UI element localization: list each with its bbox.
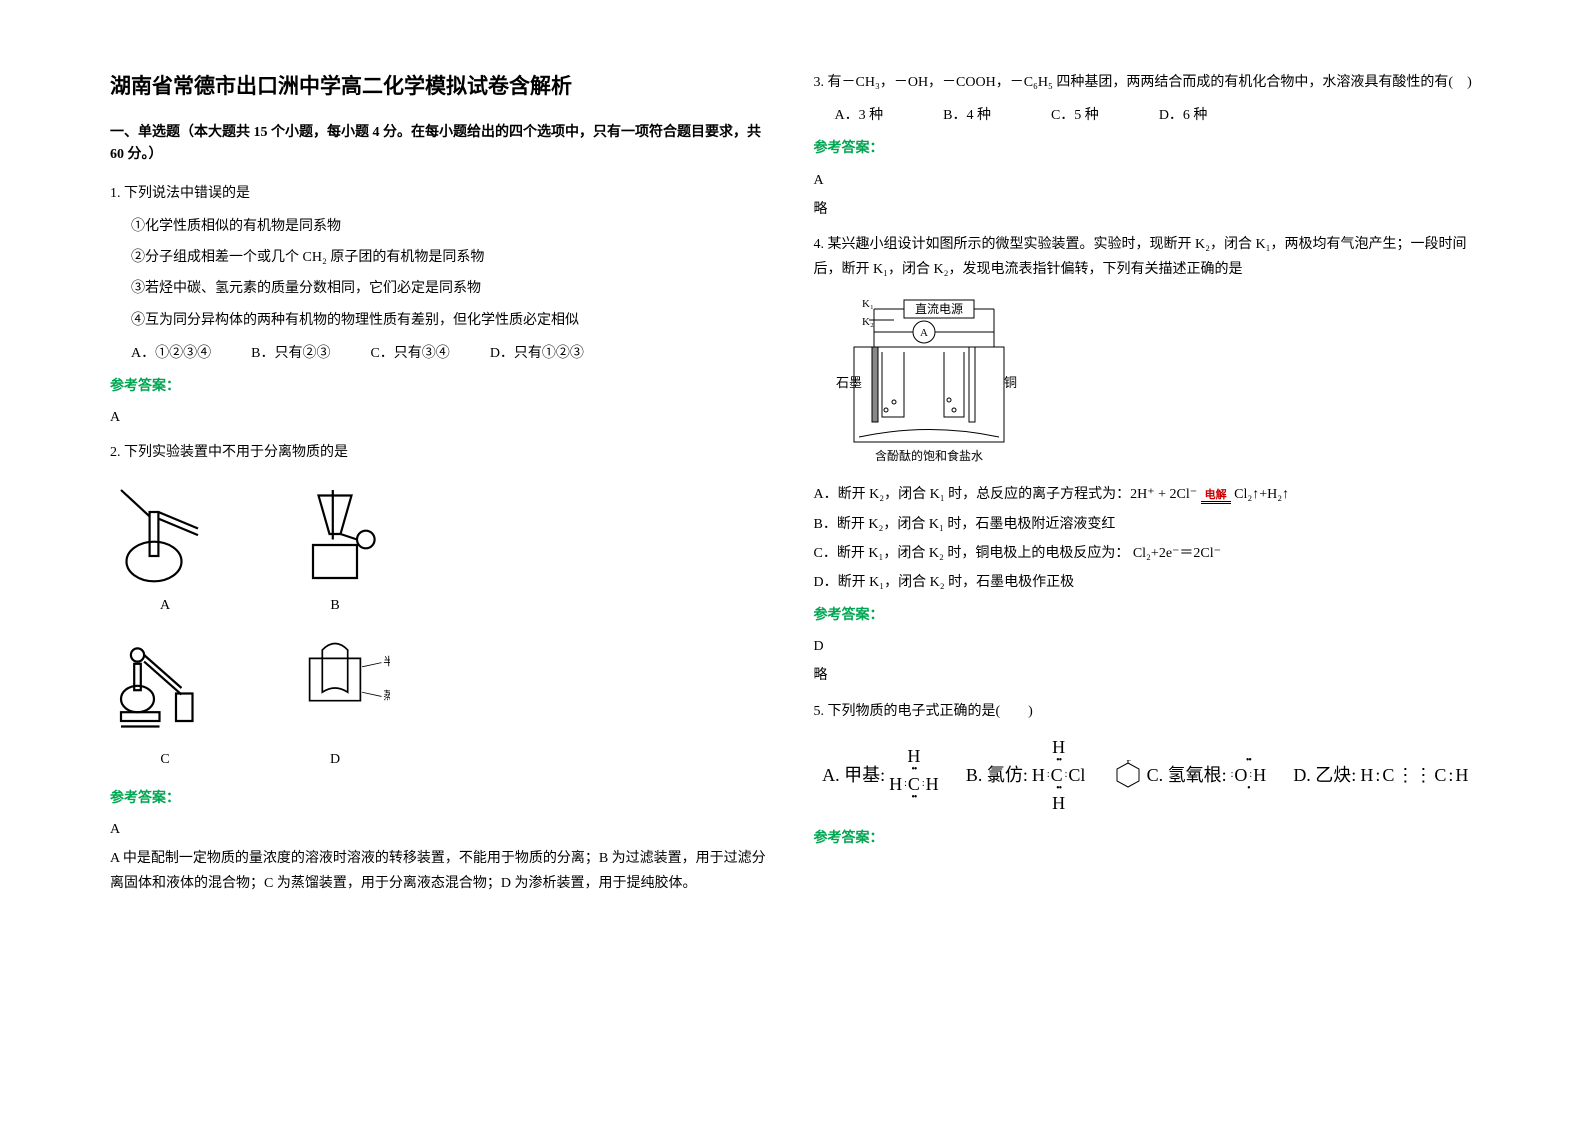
q3-answer: A	[814, 168, 1478, 193]
q2-label-d: D	[330, 747, 340, 772]
q2-answer-label: 参考答案：	[110, 786, 774, 811]
q2-label-a: A	[160, 593, 170, 618]
q3-answer-label: 参考答案：	[814, 136, 1478, 161]
q4-opta-post: Cl₂↑+H₂↑	[1234, 487, 1289, 502]
hydroxide-lewis-icon: •• :O:H •	[1231, 756, 1267, 794]
apparatus-d-icon: 半透膜 蒸馏水	[280, 633, 390, 743]
q1-options: A．①②③④ B．只有②③ C．只有③④ D．只有①②③	[131, 341, 774, 366]
q5-answer-label: 参考答案：	[814, 826, 1478, 851]
q5-b-label: B. 氯仿:	[966, 759, 1028, 791]
q1-opt-d: D．只有①②③	[490, 341, 584, 366]
question-4: 4. 某兴趣小组设计如图所示的微型实验装置。实验时，现断开 K₂，闭合 K₁，两…	[814, 232, 1478, 689]
q1-s2: ②分子组成相差一个或几个 CH₂ 原子团的有机物是同系物	[110, 245, 774, 270]
q2-label-b: B	[330, 593, 339, 618]
q4-opta-pre: A．断开 K₂，闭合 K₁ 时，总反应的离子方程式为：2H⁺ + 2Cl⁻	[814, 487, 1201, 502]
q4-opt-b: B．断开 K₂，闭合 K₁ 时，石墨电极附近溶液变红	[814, 512, 1478, 537]
graphite-label: 石墨	[836, 375, 862, 390]
q1-s1: ①化学性质相似的有机物是同系物	[110, 214, 774, 239]
right-column: 3. 有－CH₃，－OH，－COOH，－C₆H₅ 四种基团，两两结合而成的有机化…	[794, 70, 1498, 1082]
q3-opt-a: A．3 种	[835, 103, 884, 128]
q1-answer-label: 参考答案：	[110, 374, 774, 399]
q1-s3: ③若烃中碳、氢元素的质量分数相同，它们必定是同系物	[110, 276, 774, 301]
water-label: 蒸馏水	[383, 688, 390, 702]
q5-a-label: A. 甲基:	[822, 759, 885, 791]
q3-opt-c: C．5 种	[1051, 103, 1099, 128]
left-column: 湖南省常德市出口洲中学高二化学模拟试卷含解析 一、单选题（本大题共 15 个小题…	[90, 70, 794, 1082]
q5-opt-d: D. 乙炔: H:C⋮⋮C:H	[1293, 738, 1468, 812]
question-3: 3. 有－CH₃，－OH，－COOH，－C₆H₅ 四种基团，两两结合而成的有机化…	[814, 70, 1478, 222]
q4-answer: D	[814, 634, 1478, 659]
q3-opt-b: B．4 种	[943, 103, 991, 128]
q5-opt-c: O C. 氢氧根: •• :O:H •	[1113, 738, 1267, 812]
q1-answer: A	[110, 405, 774, 430]
section-1-intro: 一、单选题（本大题共 15 个小题，每小题 4 分。在每小题给出的四个选项中，只…	[110, 122, 774, 167]
q3-note: 略	[814, 197, 1478, 222]
page-title: 湖南省常德市出口洲中学高二化学模拟试卷含解析	[110, 70, 774, 100]
q4-opt-d: D．断开 K₁，闭合 K₂ 时，石墨电极作正极	[814, 570, 1478, 595]
question-1: 1. 下列说法中错误的是 ①化学性质相似的有机物是同系物 ②分子组成相差一个或几…	[110, 181, 774, 431]
q4-answer-label: 参考答案：	[814, 603, 1478, 628]
q5-d-label: D. 乙炔:	[1293, 759, 1356, 791]
q4-opt-a: A．断开 K₂，闭合 K₁ 时，总反应的离子方程式为：2H⁺ + 2Cl⁻ 电解…	[814, 482, 1478, 507]
q1-stem: 1. 下列说法中错误的是	[110, 181, 774, 206]
q1-s4: ④互为同分异构体的两种有机物的物理性质有差别，但化学性质必定相似	[110, 308, 774, 333]
k1-label: K₁	[862, 298, 874, 310]
q2-stem: 2. 下列实验装置中不用于分离物质的是	[110, 440, 774, 465]
ammeter-label: A	[920, 327, 928, 339]
q3-options: A．3 种 B．4 种 C．5 种 D．6 种	[835, 103, 1478, 128]
q4-stem: 4. 某兴趣小组设计如图所示的微型实验装置。实验时，现断开 K₂，闭合 K₁，两…	[814, 232, 1478, 282]
svg-text:O: O	[1126, 760, 1132, 763]
electrolysis-label: 电解	[1205, 490, 1227, 501]
q2-explanation: A 中是配制一定物质的量浓度的溶液时溶液的转移装置，不能用于物质的分离；B 为过…	[110, 846, 774, 896]
copper-label: 铜	[1004, 375, 1017, 390]
q4-note: 略	[814, 663, 1478, 688]
q5-c-label: C. 氢氧根:	[1147, 759, 1227, 791]
question-5: 5. 下列物质的电子式正确的是( ) A. 甲基: H•• H:C:H •• B…	[814, 699, 1478, 851]
q2-app-c: C	[110, 633, 220, 772]
apparatus-b-icon	[280, 479, 390, 589]
question-2: 2. 下列实验装置中不用于分离物质的是 A	[110, 440, 774, 896]
q2-img-row-1: A B	[110, 479, 774, 618]
q2-app-b: B	[280, 479, 390, 618]
hexagon-icon: O	[1113, 760, 1143, 790]
solution-label: 含酚酞的饱和食盐水	[874, 448, 982, 463]
q5-opt-a: A. 甲基: H•• H:C:H ••	[822, 738, 939, 812]
q1-opt-b: B．只有②③	[251, 341, 330, 366]
power-label: 直流电源	[914, 302, 962, 316]
q2-app-d: 半透膜 蒸馏水 D	[280, 633, 390, 772]
q3-opt-d: D．6 种	[1159, 103, 1208, 128]
q5-opt-b: B. 氯仿: H•• H:C:Cl ••H	[966, 738, 1086, 812]
methyl-lewis-icon: H•• H:C:H ••	[889, 747, 939, 803]
k2-label: K₂	[862, 316, 874, 328]
q2-label-c: C	[160, 747, 169, 772]
q4-opt-c: C．断开 K₁，闭合 K₂ 时，铜电极上的电极反应为： Cl₂+2e⁻＝2Cl⁻	[814, 541, 1478, 566]
apparatus-a-icon	[110, 479, 220, 589]
q1-opt-c: C．只有③④	[370, 341, 449, 366]
q1-opt-a: A．①②③④	[131, 341, 211, 366]
electrolysis-icon: 电解	[1201, 490, 1231, 504]
q5-options: A. 甲基: H•• H:C:H •• B. 氯仿: H•• H:C:Cl ••…	[814, 738, 1478, 812]
chloroform-lewis-icon: H•• H:C:Cl ••H	[1032, 738, 1086, 812]
q2-answer: A	[110, 817, 774, 842]
membrane-label: 半透膜	[383, 654, 390, 668]
acetylene-lewis-icon: H:C⋮⋮C:H	[1360, 759, 1468, 791]
q2-img-row-2: C 半透膜 蒸馏水 D	[110, 633, 774, 772]
circuit-diagram-icon: 直流电源 K₁ K₂ A 石墨 铜 含酚酞的饱和食盐	[814, 292, 1034, 472]
q5-stem: 5. 下列物质的电子式正确的是( )	[814, 699, 1478, 724]
apparatus-c-icon	[110, 633, 220, 743]
q3-stem: 3. 有－CH₃，－OH，－COOH，－C₆H₅ 四种基团，两两结合而成的有机化…	[814, 70, 1478, 95]
q2-app-a: A	[110, 479, 220, 618]
